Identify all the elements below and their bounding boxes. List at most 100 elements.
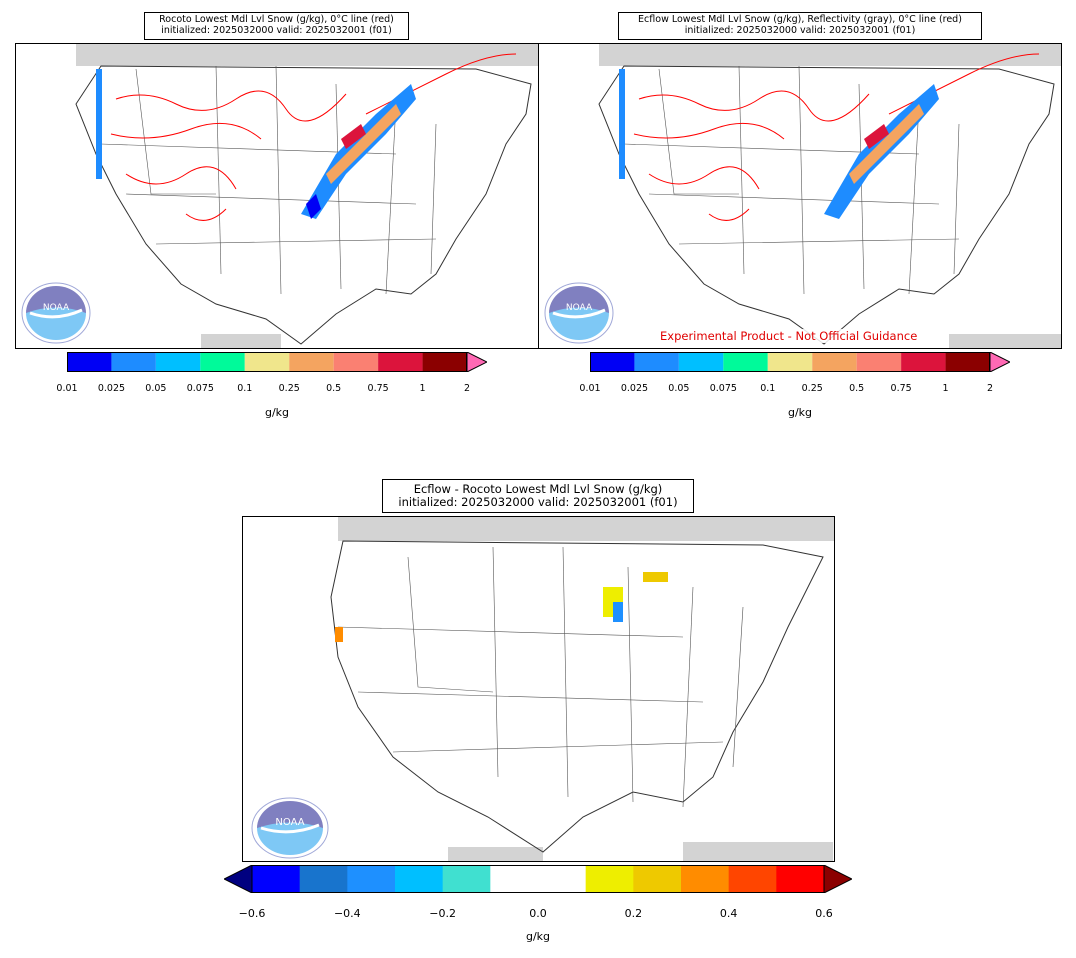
colorbar-tick-label: 0.6: [815, 907, 833, 920]
top-left-title-line2: initialized: 2025032000 valid: 202503200…: [161, 24, 392, 36]
colorbar-segment: [585, 865, 634, 893]
colorbar-tick-label: −0.2: [429, 907, 457, 920]
colorbar-segment: [111, 352, 156, 372]
colorbar-tick-label: 2: [986, 383, 994, 394]
zero-c-contour: [633, 53, 1040, 221]
top-left-colorbar: [67, 351, 489, 373]
colorbar-segment: [728, 865, 777, 893]
caribbean-mask: [683, 842, 833, 861]
colorbar-segment: [347, 865, 396, 893]
colorbar-segment: [678, 352, 724, 372]
bottom-colorbar-svg: [222, 864, 854, 894]
bottom-colorbar: [222, 864, 854, 894]
colorbar-tick-label: 0.01: [579, 383, 601, 394]
colorbar-segment: [681, 865, 730, 893]
colorbar-segment: [945, 352, 990, 372]
top-right-map[interactable]: NOAA Experimental Product - Not Official…: [538, 43, 1062, 349]
bottom-map-svg: [330, 517, 834, 861]
state-lines: [623, 65, 960, 295]
state-lines: [337, 546, 744, 808]
top-right-title-line1: Ecflow Lowest Mdl Lvl Snow (g/kg), Refle…: [638, 14, 962, 25]
snow-band: [824, 84, 939, 219]
colorbar-segment: [333, 352, 379, 372]
colorbar-segment: [901, 352, 946, 372]
top-right-title-line2: initialized: 2025032000 valid: 202503200…: [684, 24, 916, 36]
top-right-colorbar-svg: [590, 351, 1012, 373]
top-right-colorbar-unit: g/kg: [787, 406, 813, 419]
colorbar-segment: [378, 352, 423, 372]
mexico-mask: [201, 334, 281, 348]
colorbar-tick-label: 0.025: [97, 383, 126, 394]
colorbar-border: [590, 352, 990, 372]
colorbar-tick-label: 0.75: [890, 383, 912, 394]
top-left-title: Rocoto Lowest Mdl Lvl Snow (g/kg), 0°C l…: [144, 12, 409, 40]
caribbean-mask: [949, 334, 1061, 348]
colorbar-segment: [767, 352, 813, 372]
state-lines: [100, 65, 437, 295]
top-left-colorbar-svg: [67, 351, 489, 373]
colorbar-tick-label: 0.1: [760, 383, 776, 394]
colorbar-segment: [856, 352, 902, 372]
colorbar-segment: [422, 352, 467, 372]
bottom-map[interactable]: NOAA: [242, 516, 835, 862]
colorbar-segment: [155, 352, 201, 372]
colorbar-tick-label: 0.05: [145, 383, 167, 394]
colorbar-tick-label: 0.25: [801, 383, 823, 394]
diff-field: [335, 572, 668, 642]
colorbar-segment: [490, 865, 539, 893]
colorbar-tick-label: 0.5: [326, 383, 342, 394]
canada-mask: [76, 44, 538, 66]
colorbar-tick-label: 1: [419, 383, 426, 394]
colorbar-segment: [289, 352, 334, 372]
experimental-watermark: Experimental Product - Not Official Guid…: [658, 329, 920, 343]
colorbar-tick-label: 0.05: [668, 383, 690, 394]
top-left-colorbar-unit: g/kg: [264, 406, 290, 419]
colorbar-segment: [299, 865, 348, 893]
top-right-colorbar: [590, 351, 1012, 373]
colorbar-tick-label: 0.4: [719, 907, 738, 920]
colorbar-border: [67, 352, 467, 372]
colorbar-tick-label: 1: [942, 383, 949, 394]
colorbar-extend-max: [466, 351, 489, 373]
bottom-title-line2: initialized: 2025032000 valid: 202503200…: [398, 495, 678, 510]
top-right-map-svg: [598, 44, 1061, 348]
us-outline: [330, 540, 824, 853]
colorbar-tick-label: −0.4: [333, 907, 361, 920]
mexico-mask: [448, 847, 543, 861]
colorbar-tick-label: 0.25: [278, 383, 300, 394]
svg-text:NOAA: NOAA: [566, 303, 593, 313]
colorbar-tick-label: 0.1: [237, 383, 253, 394]
canada-mask: [599, 44, 1061, 66]
colorbar-tick-label: −0.6: [238, 907, 266, 920]
colorbar-segment: [633, 865, 682, 893]
colorbar-tick-label: 0.075: [186, 383, 214, 394]
colorbar-segment: [723, 352, 768, 372]
noaa-logo-icon: NOAA: [543, 282, 615, 344]
colorbar-segment: [590, 352, 635, 372]
top-left-title-line1: Rocoto Lowest Mdl Lvl Snow (g/kg), 0°C l…: [159, 14, 394, 25]
colorbar-extend-max: [989, 351, 1012, 373]
colorbar-tick-label: 0.0: [529, 907, 547, 920]
colorbar-segment: [634, 352, 679, 372]
noaa-logo-icon: NOAA: [20, 282, 92, 344]
colorbar-tick-label: 0.2: [624, 907, 643, 920]
colorbar-border: [251, 865, 825, 893]
colorbar-tick-label: 0.025: [620, 383, 649, 394]
colorbar-segment: [67, 352, 112, 372]
colorbar-extend-min: [222, 864, 253, 894]
colorbar-tick-label: 2: [463, 383, 471, 394]
top-left-map[interactable]: NOAA: [15, 43, 539, 349]
colorbar-extend-max: [823, 864, 854, 894]
colorbar-segment: [538, 865, 587, 893]
colorbar-tick-label: 0.01: [56, 383, 78, 394]
colorbar-tick-label: 0.75: [367, 383, 389, 394]
bottom-title-line1: Ecflow - Rocoto Lowest Mdl Lvl Snow (g/k…: [413, 482, 663, 496]
colorbar-segment: [442, 865, 491, 893]
colorbar-segment: [812, 352, 857, 372]
bottom-title: Ecflow - Rocoto Lowest Mdl Lvl Snow (g/k…: [382, 479, 694, 514]
coastal-snow: [619, 69, 625, 179]
noaa-logo-icon: NOAA: [249, 797, 331, 859]
us-outline: [75, 65, 532, 345]
colorbar-segment: [252, 865, 301, 893]
colorbar-segment: [200, 352, 245, 372]
